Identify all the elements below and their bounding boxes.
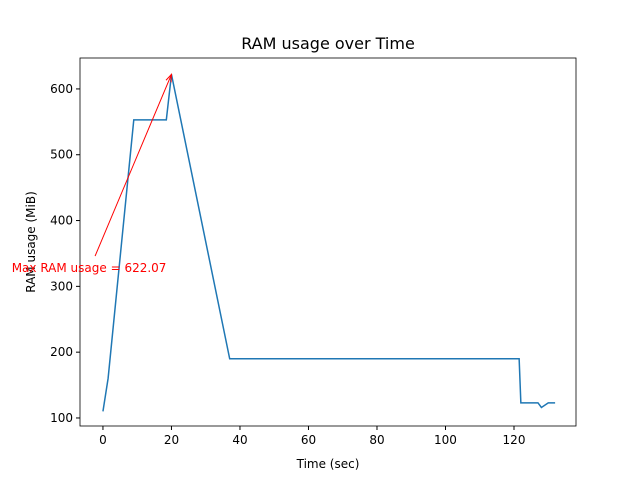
annotation-arrow — [94, 74, 172, 257]
y-axis-label: RAM usage (MiB) — [24, 191, 38, 293]
x-tick-label: 0 — [99, 433, 107, 447]
annotation-text: Max RAM usage = 622.07 — [12, 261, 167, 275]
y-tick-label: 100 — [50, 411, 73, 425]
data-line — [102, 74, 556, 412]
x-tick-label: 20 — [164, 433, 179, 447]
x-tick-label: 40 — [232, 433, 247, 447]
chart-title: RAM usage over Time — [241, 34, 415, 53]
x-tick-label: 100 — [434, 433, 457, 447]
x-tick-label: 120 — [503, 433, 526, 447]
y-tick-label: 300 — [50, 279, 73, 293]
y-tick-label: 600 — [50, 82, 73, 96]
x-axis-label: Time (sec) — [296, 457, 360, 471]
y-tick-label: 500 — [50, 148, 73, 162]
annotation-arrowhead — [165, 73, 173, 83]
x-tick-label: 60 — [301, 433, 316, 447]
y-tick-label: 400 — [50, 214, 73, 228]
y-tick-label: 200 — [50, 345, 73, 359]
plot-frame — [79, 57, 577, 427]
x-tick-label: 80 — [369, 433, 384, 447]
